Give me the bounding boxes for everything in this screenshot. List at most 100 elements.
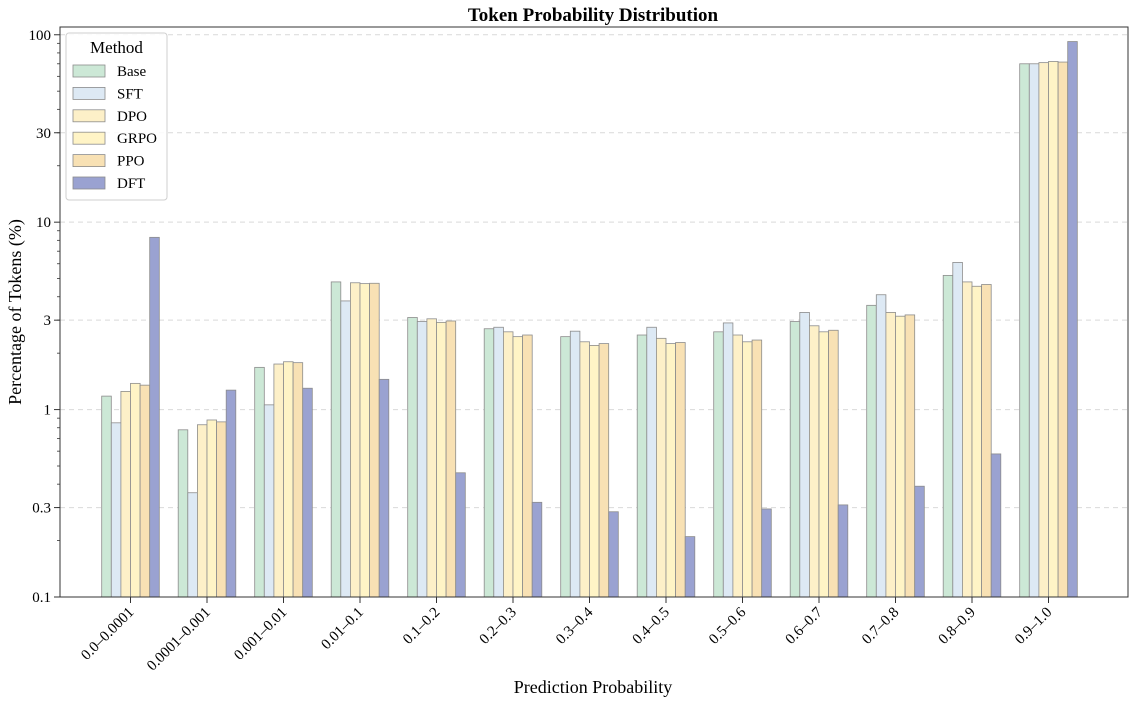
bar — [483, 328, 495, 598]
bar — [837, 504, 849, 598]
bar — [1028, 63, 1040, 598]
bar — [1067, 41, 1078, 598]
x-tick-label: 0.6–0.7 — [783, 604, 826, 647]
bar — [1038, 62, 1049, 598]
bar — [761, 508, 772, 598]
x-tick-label: 0.01–0.1 — [318, 605, 366, 653]
bar — [560, 336, 571, 598]
bar — [646, 326, 657, 598]
bar — [130, 382, 141, 598]
bar — [283, 361, 294, 598]
legend-swatch — [72, 131, 106, 145]
bar — [722, 322, 734, 598]
bar — [426, 318, 437, 598]
bar — [579, 341, 590, 598]
bar — [522, 334, 533, 598]
bar — [263, 404, 275, 598]
bar — [273, 363, 284, 598]
chart-title: Token Probability Distribution — [468, 5, 719, 26]
bar — [101, 395, 112, 598]
bar — [330, 281, 342, 598]
legend-label: DPO — [117, 109, 147, 125]
bar — [981, 284, 992, 598]
y-tick-label: 30 — [36, 126, 51, 142]
x-tick-label: 0.001–0.01 — [231, 605, 290, 664]
bar — [866, 304, 877, 598]
legend-swatch — [72, 64, 106, 78]
bar — [656, 337, 667, 598]
plot-frame — [59, 26, 1129, 598]
bar — [942, 274, 954, 598]
legend-label: PPO — [117, 154, 145, 170]
bar — [636, 334, 648, 598]
bar — [732, 334, 743, 598]
bar — [675, 342, 686, 598]
bar — [120, 391, 131, 598]
bar — [990, 453, 1002, 598]
bar — [569, 330, 581, 598]
bar — [292, 362, 304, 598]
y-tick-label: 10 — [36, 215, 51, 231]
bar — [875, 294, 887, 598]
x-tick-label: 0.0001–0.001 — [144, 605, 214, 675]
legend: Method Base SFT DPO GRPO PPO DFT — [65, 32, 168, 201]
x-axis-label: Prediction Probability — [514, 677, 672, 697]
bar — [971, 285, 983, 598]
bar — [369, 282, 380, 598]
bar — [349, 282, 361, 598]
bar — [828, 329, 839, 598]
bar — [206, 419, 218, 598]
bar — [436, 321, 447, 598]
bar — [1019, 63, 1030, 598]
y-tick-label: 1 — [44, 403, 52, 419]
bar — [196, 424, 208, 598]
bar — [962, 281, 973, 598]
bar — [493, 326, 504, 598]
bar — [742, 341, 753, 598]
bar — [751, 339, 763, 598]
bar — [378, 378, 390, 598]
bar — [799, 312, 810, 598]
bar — [187, 492, 198, 598]
bar — [225, 389, 237, 598]
bar — [598, 343, 610, 598]
bar — [177, 429, 189, 598]
y-axis-label: Percentage of Tokens (%) — [5, 219, 26, 405]
bar — [589, 345, 600, 598]
legend-swatch — [72, 154, 106, 168]
bar — [608, 511, 619, 598]
bar — [216, 421, 227, 598]
x-tick-label: 0.8–0.9 — [936, 605, 979, 648]
bar — [531, 501, 543, 598]
bar — [818, 331, 830, 598]
legend-swatch — [72, 109, 106, 123]
bar — [110, 422, 122, 598]
bar — [895, 315, 906, 598]
bar — [904, 314, 916, 598]
legend-swatch — [72, 87, 106, 100]
x-tick-label: 0.1–0.2 — [400, 605, 443, 648]
bar — [455, 472, 466, 598]
x-tick-label: 0.0–0.0001 — [78, 605, 137, 664]
legend-swatch — [72, 176, 106, 190]
legend-title: Method — [90, 38, 143, 57]
bar — [914, 485, 925, 598]
legend-label: Base — [117, 64, 147, 80]
bar — [407, 317, 418, 598]
y-tick-label: 3 — [44, 313, 52, 329]
legend-label: SFT — [117, 86, 143, 102]
x-tick-label: 0.4–0.5 — [630, 605, 673, 648]
bar — [952, 262, 963, 598]
x-tick-label: 0.3–0.4 — [553, 604, 596, 647]
bars — [101, 41, 1078, 598]
x-tick-label: 0.2–0.3 — [477, 605, 520, 648]
y-axis: 0.1 0.3 1 3 10 30 100 — [29, 28, 60, 606]
bar — [502, 331, 514, 598]
x-axis: 0.0–0.0001 0.0001–0.001 0.001–0.01 0.01–0.1… — [78, 597, 1055, 674]
bar — [809, 325, 820, 598]
x-tick-label: 0.7–0.8 — [859, 605, 902, 648]
bar — [416, 321, 428, 598]
bar — [665, 343, 677, 598]
